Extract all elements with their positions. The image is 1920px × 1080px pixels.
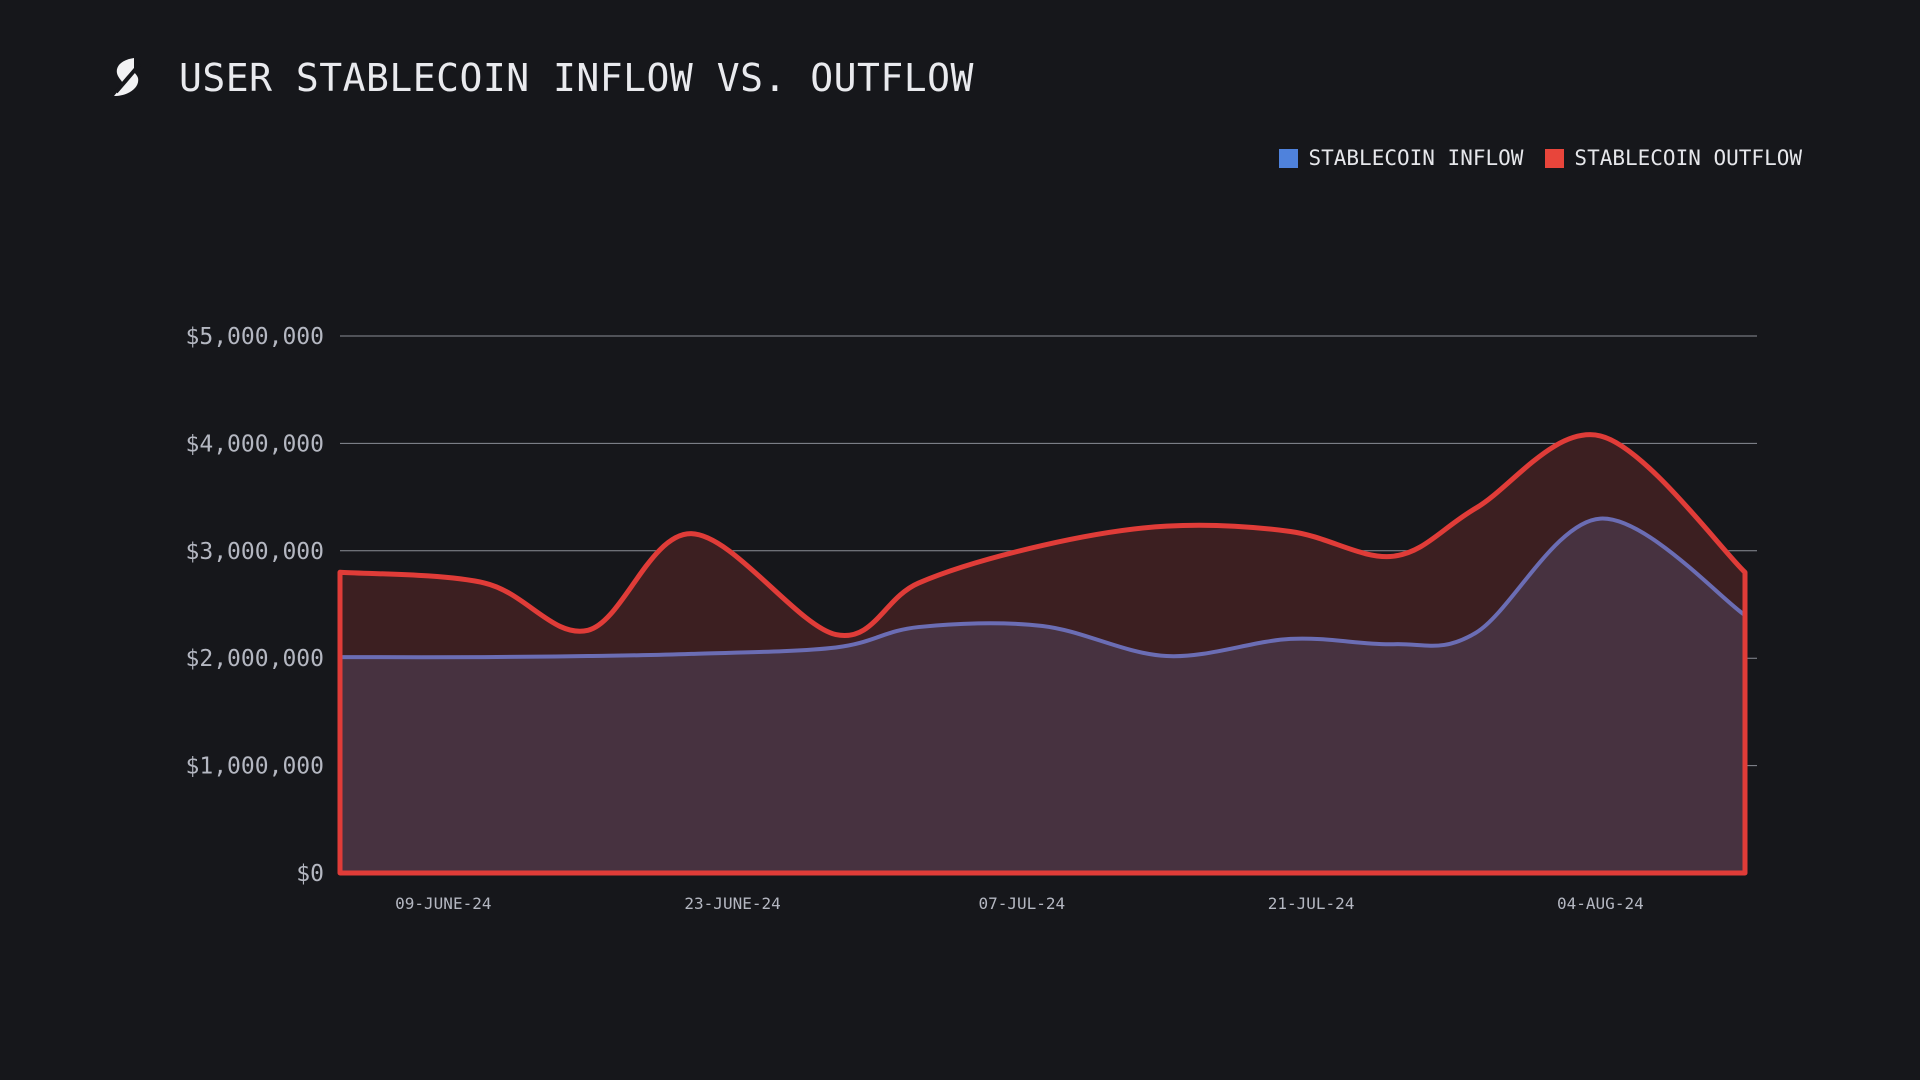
series-line-inflow	[338, 516, 1747, 875]
data-point-outflow[interactable]	[686, 529, 696, 539]
series-area-inflow	[340, 518, 1745, 873]
x-tick-label: 21-JUL-24	[1268, 894, 1355, 913]
data-point-outflow[interactable]	[480, 578, 490, 588]
y-tick-label: $5,000,000	[186, 324, 324, 350]
data-point-inflow[interactable]	[1471, 627, 1481, 637]
data-point-inflow[interactable]	[1038, 621, 1048, 631]
data-point-inflow[interactable]	[1285, 634, 1295, 644]
data-point-outflow[interactable]	[1161, 521, 1171, 531]
data-point-outflow[interactable]	[1038, 540, 1048, 550]
chart-legend: STABLECOIN INFLOW STABLECOIN OUTFLOW	[1279, 146, 1802, 170]
y-tick-label: $3,000,000	[186, 539, 324, 565]
legend-item-outflow[interactable]: STABLECOIN OUTFLOW	[1545, 146, 1802, 170]
legend-label-inflow: STABLECOIN INFLOW	[1308, 146, 1524, 170]
stablecoin-logo-icon	[114, 58, 142, 96]
data-point-inflow[interactable]	[1740, 610, 1750, 620]
data-point-inflow[interactable]	[335, 652, 345, 662]
data-point-outflow[interactable]	[1740, 567, 1750, 577]
y-tick-label: $0	[296, 861, 324, 887]
data-point-inflow[interactable]	[914, 622, 924, 632]
legend-item-inflow[interactable]: STABLECOIN INFLOW	[1279, 146, 1523, 170]
data-point-inflow[interactable]	[480, 652, 490, 662]
data-point-inflow[interactable]	[1389, 639, 1399, 649]
data-point-outflow[interactable]	[335, 567, 345, 577]
data-point-outflow[interactable]	[1595, 431, 1605, 441]
page-title: USER STABLECOIN INFLOW VS. OUTFLOW	[179, 56, 974, 100]
data-point-inflow[interactable]	[1595, 514, 1605, 524]
x-tick-label: 09-JUNE-24	[395, 894, 491, 913]
x-tick-label: 07-JUL-24	[978, 894, 1065, 913]
x-tick-label: 23-JUNE-24	[684, 894, 780, 913]
data-point-inflow[interactable]	[831, 642, 841, 652]
y-tick-label: $2,000,000	[186, 646, 324, 672]
legend-label-outflow: STABLECOIN OUTFLOW	[1574, 146, 1802, 170]
y-tick-label: $4,000,000	[186, 431, 324, 457]
data-point-inflow[interactable]	[1161, 651, 1171, 661]
data-point-outflow[interactable]	[583, 625, 593, 635]
data-point-outflow[interactable]	[1389, 551, 1399, 561]
legend-swatch-inflow	[1279, 148, 1299, 168]
data-point-outflow[interactable]	[831, 630, 841, 640]
data-point-outflow[interactable]	[1285, 526, 1295, 536]
legend-swatch-outflow	[1545, 148, 1565, 168]
series-line-outflow	[337, 432, 1748, 876]
x-tick-label: 04-AUG-24	[1557, 894, 1644, 913]
y-tick-label: $1,000,000	[186, 754, 324, 780]
data-point-outflow[interactable]	[1471, 503, 1481, 513]
data-point-inflow[interactable]	[583, 651, 593, 661]
data-point-outflow[interactable]	[914, 578, 924, 588]
data-point-inflow[interactable]	[686, 649, 696, 659]
